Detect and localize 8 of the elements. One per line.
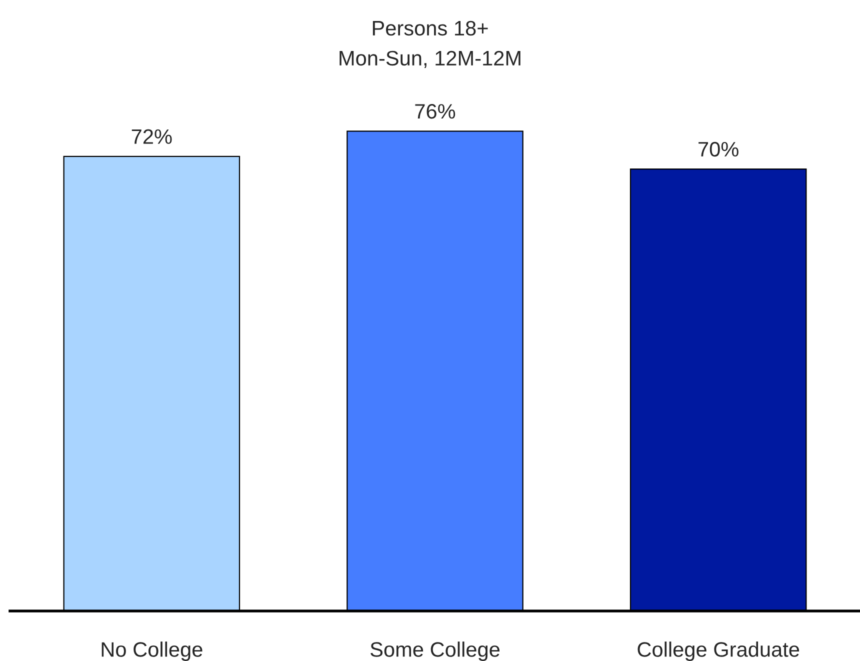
data-label: 72% xyxy=(132,129,172,144)
x-tick-label: Some College xyxy=(370,642,500,661)
x-tick-label: College Graduate xyxy=(638,642,800,661)
chart-title: Persons 18+ xyxy=(372,20,488,36)
chart-subtitle: Mon-Sun, 12M-12M xyxy=(340,50,520,68)
x-tick-label: No College xyxy=(102,642,202,661)
data-label: 70% xyxy=(698,142,738,157)
data-label: 76% xyxy=(415,104,456,119)
